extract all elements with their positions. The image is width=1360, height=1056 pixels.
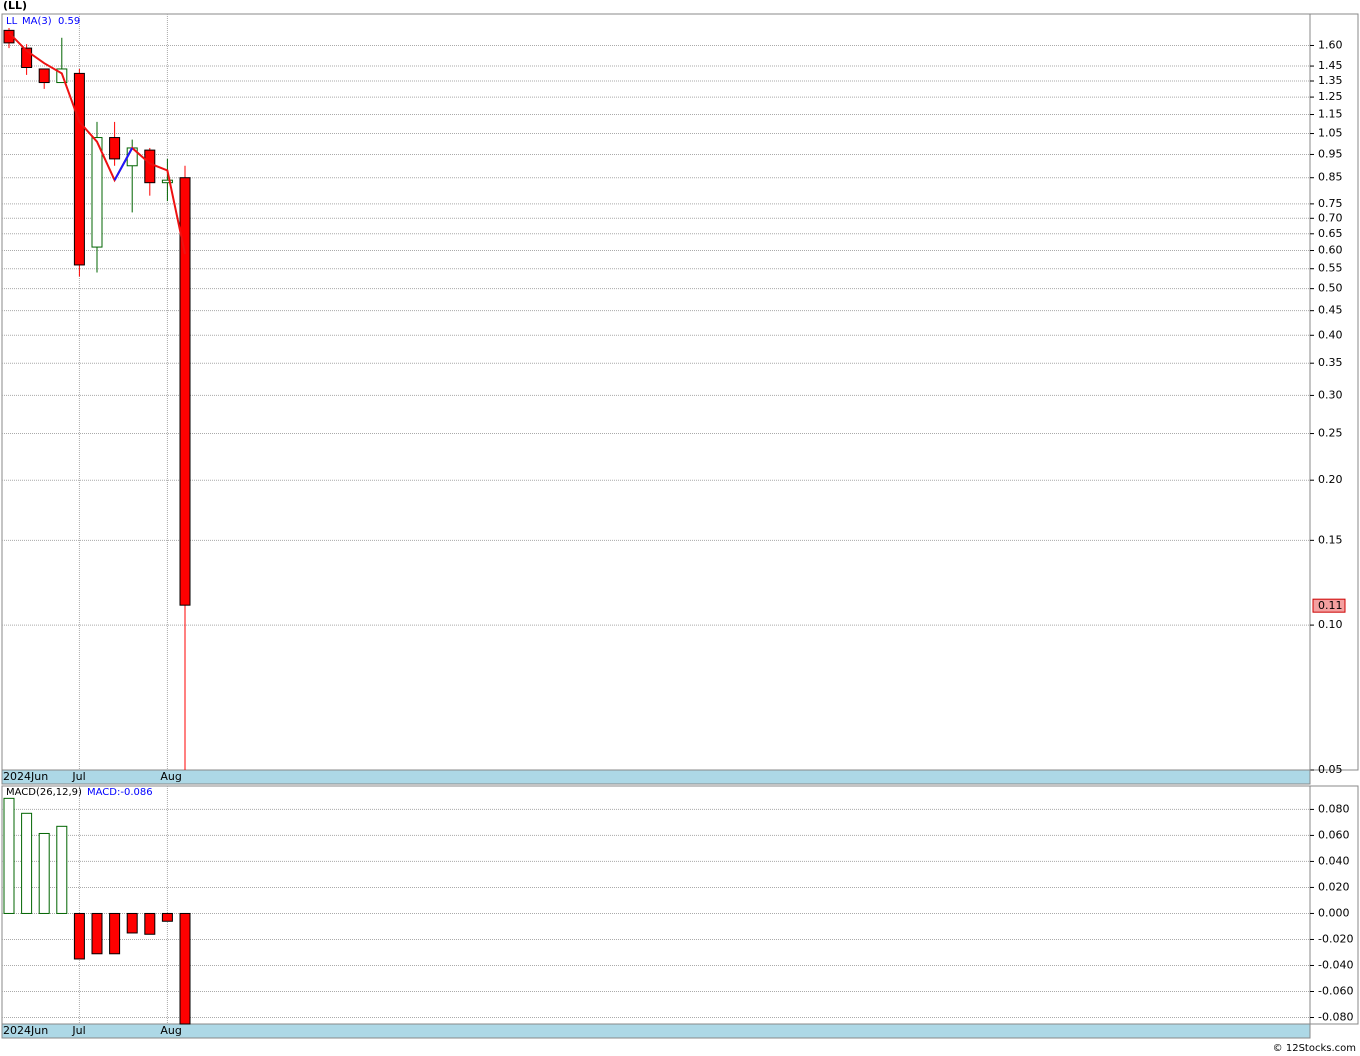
plot-area <box>1 13 1311 771</box>
y-tick-label: 1.05 <box>1318 127 1343 140</box>
plot-area <box>1 785 1311 1025</box>
y-tick-label: 0.65 <box>1318 227 1343 240</box>
candle-body <box>73 72 85 266</box>
y-tick-label: 1.25 <box>1318 90 1343 103</box>
y-tick-label: 0.20 <box>1318 473 1343 486</box>
candle-body <box>91 137 103 248</box>
y-tick-label: 0.95 <box>1318 147 1343 160</box>
y-tick-label: 0.080 <box>1318 802 1350 815</box>
x-tick-label: Jul <box>71 1024 85 1037</box>
y-tick-label: 0.30 <box>1318 388 1343 401</box>
y-tick-label: 0.55 <box>1318 262 1343 275</box>
macd-bar <box>3 797 15 914</box>
y-tick-label: 0.75 <box>1318 197 1343 210</box>
macd-bar <box>21 812 33 914</box>
y-tick-label: 0.25 <box>1318 427 1343 440</box>
x-tick-label: 2024Jun <box>3 1024 48 1037</box>
y-tick-label: 0.10 <box>1318 618 1343 631</box>
y-tick-label: -0.020 <box>1318 932 1353 945</box>
candle-body <box>179 177 191 606</box>
y-tick-label: 1.35 <box>1318 74 1343 87</box>
x-tick-label: Aug <box>160 1024 181 1037</box>
chart-title: (LL) <box>3 0 27 12</box>
macd-bar <box>179 912 191 1025</box>
macd-bar <box>126 912 138 934</box>
y-tick-label: 0.50 <box>1318 282 1343 295</box>
y-tick-label: 1.60 <box>1318 38 1343 51</box>
macd-bar <box>91 912 103 955</box>
candle-body <box>161 179 173 184</box>
ma-line <box>8 32 186 255</box>
y-tick-label: 0.35 <box>1318 356 1343 369</box>
legend-name: MACD(26,12,9) <box>6 787 82 798</box>
candle-body <box>21 47 33 69</box>
macd-bar <box>144 912 156 935</box>
x-tick-label: 2024Jun <box>3 770 48 783</box>
x-tick-label: Jul <box>71 770 85 783</box>
y-tick-label: 0.15 <box>1318 533 1343 546</box>
legend-value: MACD:-0.086 <box>87 787 153 798</box>
macd-bar <box>73 912 85 960</box>
legend-symbol: LL <box>6 16 18 27</box>
macd-bar <box>161 912 173 922</box>
y-tick-label: -0.080 <box>1318 1010 1353 1023</box>
y-tick-label: 1.45 <box>1318 59 1343 72</box>
y-tick-label: 0.40 <box>1318 328 1343 341</box>
last-price-label: 0.11 <box>1318 599 1343 612</box>
y-tick-label: 0.05 <box>1318 763 1343 776</box>
axis-area <box>1309 13 1359 771</box>
x-axis-band <box>1 1023 1311 1039</box>
footer: © 12Stocks.com <box>1273 1043 1356 1054</box>
y-tick-label: -0.040 <box>1318 958 1353 971</box>
macd-bar <box>109 912 121 955</box>
axis-area <box>1309 785 1359 1025</box>
y-tick-label: 0.70 <box>1318 211 1343 224</box>
x-axis-band <box>1 769 1311 785</box>
legend-ma: MA(3) <box>22 16 52 27</box>
candle-body <box>144 149 156 184</box>
y-tick-label: 0.60 <box>1318 244 1343 257</box>
y-tick-label: 0.060 <box>1318 828 1350 841</box>
ma-rise-segment <box>113 147 134 181</box>
y-tick-label: 0.020 <box>1318 880 1350 893</box>
macd-bar <box>56 825 68 914</box>
legend-ma-value: 0.59 <box>58 16 80 27</box>
candle-body <box>109 137 121 160</box>
y-tick-label: 0.45 <box>1318 304 1343 317</box>
last-price-box <box>1312 598 1346 613</box>
x-tick-label: Aug <box>160 770 181 783</box>
y-tick-label: 1.15 <box>1318 108 1343 121</box>
y-tick-label: -0.060 <box>1318 984 1353 997</box>
y-tick-label: 0.000 <box>1318 906 1350 919</box>
y-tick-label: 0.85 <box>1318 171 1343 184</box>
macd-bar <box>38 832 50 914</box>
y-tick-label: 0.040 <box>1318 854 1350 867</box>
candle-body <box>38 68 50 84</box>
